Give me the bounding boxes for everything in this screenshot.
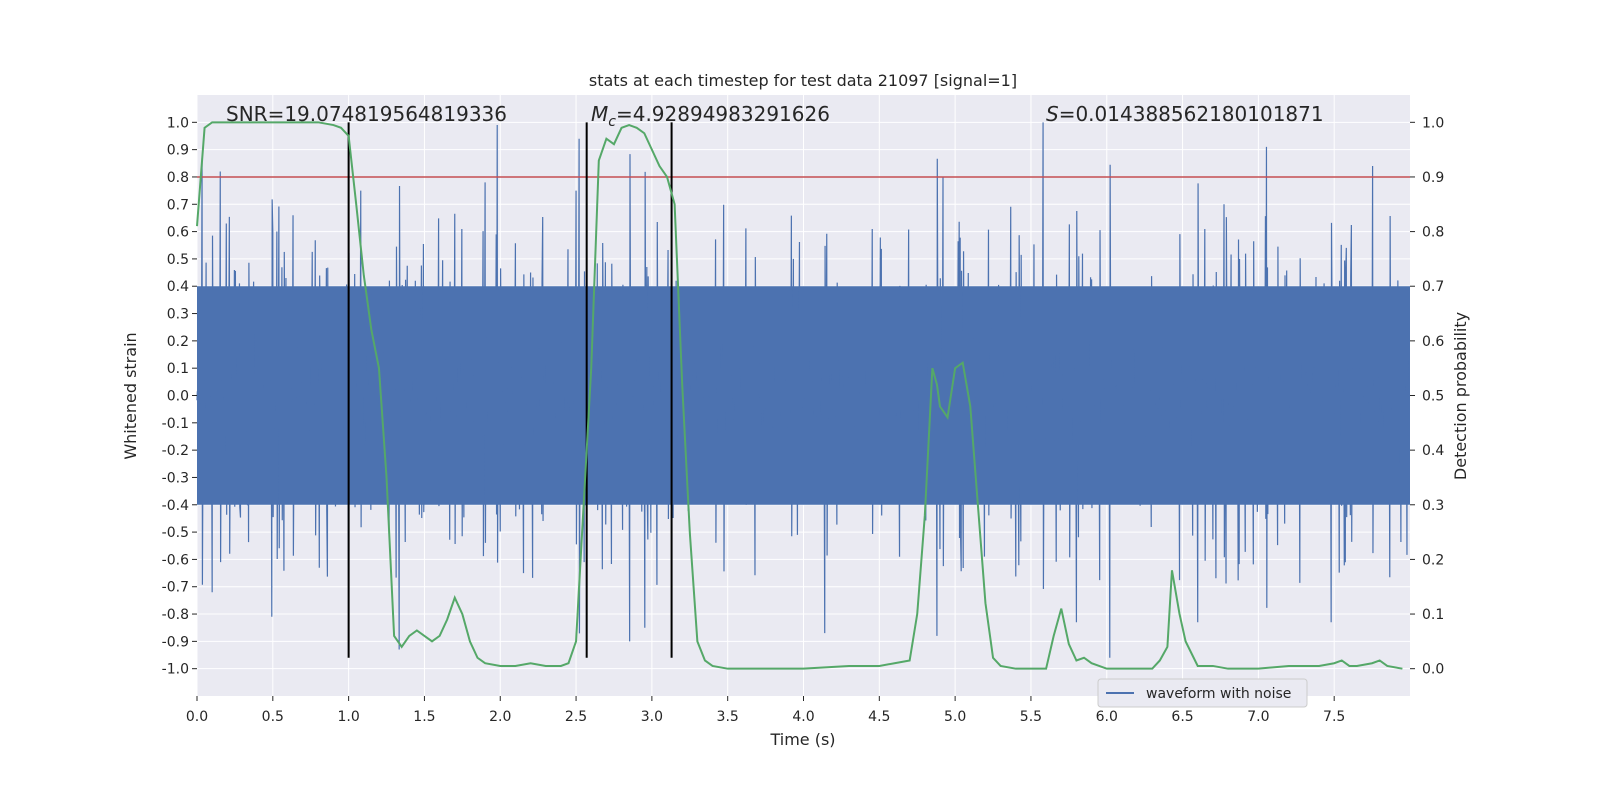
y-axis-ticks: 1.0 0.9 0.8 0.7 0.6 0.5 0.4 0.3 0.2 0.1 0.0 -0.1 -0.… [162,115,197,678]
legend-box [1097,678,1308,708]
y-tick-label: -0.6 [162,552,189,568]
x-tick-label: 7.0 [1247,709,1269,725]
annotation-value: =0.014388562180101871 [1059,102,1324,126]
y-tick-label: 0.3 [167,307,189,323]
y2-tick-label: 0.9 [1422,170,1444,186]
annotation-2: Mc=4.92894983291626 [591,102,830,130]
x-tick-label: 6.0 [1096,709,1118,725]
x-axis-label: Time (s) [769,730,835,749]
y-tick-label: 0.9 [167,143,189,159]
y-tick-label: -0.7 [162,580,189,596]
y-tick-label: 0.6 [167,225,189,241]
y2-tick-label: 0.8 [1422,225,1444,241]
y2-tick-label: 1.0 [1422,115,1444,131]
x-tick-label: 2.5 [565,709,587,725]
y-tick-label: 1.0 [167,115,189,131]
annotation-1: SNR=19.074819564819336 [226,102,507,126]
x-tick-label: 7.5 [1323,709,1345,725]
probability-series [196,121,1403,670]
y-tick-label: 0.4 [167,279,189,295]
y-tick-label: -1.0 [162,662,189,678]
x-tick-label: 4.5 [868,709,890,725]
y-tick-label: -0.8 [162,607,189,623]
y2-tick-label: 0.1 [1422,607,1444,623]
y2-tick-label: 0.3 [1422,498,1444,514]
x-tick-label: 5.5 [1020,709,1042,725]
x-tick-label: 0.5 [262,709,284,725]
x-tick-label: 0.0 [186,709,208,725]
annotation-symbol: M [591,102,608,126]
y-tick-label: 0.0 [167,389,189,405]
y2-tick-label: 0.2 [1422,552,1444,568]
overlay-lines [197,122,1410,658]
x-tick-label: 6.5 [1171,709,1193,725]
detection-probability-line [196,121,1403,670]
x-tick-label: 1.0 [337,709,359,725]
y-tick-label: -0.3 [162,470,189,486]
y2-tick-label: 0.7 [1422,279,1444,295]
waveform-line [196,122,1410,658]
y2-axis-label: Detection probability [1451,312,1470,480]
x-tick-label: 3.0 [641,709,663,725]
waveform-series [196,122,1410,658]
y2-tick-label: 0.5 [1422,389,1444,405]
y-tick-label: 0.8 [167,170,189,186]
y2-axis-ticks: 1.0 0.9 0.8 0.7 0.6 0.5 0.4 0.3 0.2 0.1 0.0 [1410,115,1444,678]
y-tick-label: 0.2 [167,334,189,350]
y2-tick-label: 0.6 [1422,334,1444,350]
annotations: SNR=19.074819564819336 Mc=4.9289498329162… [226,102,1324,130]
annotation-symbol: S [1046,102,1059,126]
y-tick-label: 0.5 [167,252,189,268]
y-tick-label: 0.7 [167,197,189,213]
y-tick-label: -0.4 [162,498,189,514]
y-axis-label: Whitened strain [121,332,140,459]
y2-tick-label: 0.4 [1422,443,1444,459]
x-tick-label: 5.0 [944,709,966,725]
x-tick-label: 4.0 [792,709,814,725]
annotation-subscript: c [608,114,616,130]
annotation-3: S=0.014388562180101871 [1046,102,1324,126]
x-tick-label: 1.5 [413,709,435,725]
y-tick-label: -0.5 [162,525,189,541]
x-tick-label: 2.0 [489,709,511,725]
annotation-symbol: SNR [226,102,268,126]
y-tick-label: 0.1 [167,361,189,377]
legend-label: waveform with noise [1146,686,1291,702]
y-tick-label: -0.2 [162,443,189,459]
y-tick-label: -0.9 [162,634,189,650]
annotation-value: =4.92894983291626 [616,102,830,126]
x-tick-label: 3.5 [717,709,739,725]
y2-tick-label: 0.0 [1422,662,1444,678]
legend: waveform with noise [1097,678,1308,708]
annotation-value: =19.074819564819336 [268,102,507,126]
y-tick-label: -0.1 [162,416,189,432]
chart-title: stats at each timestep for test data 210… [589,71,1017,90]
